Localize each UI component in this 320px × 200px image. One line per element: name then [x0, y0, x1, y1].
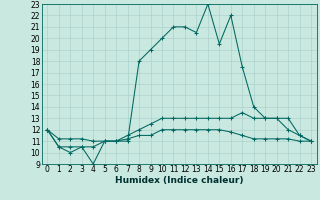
X-axis label: Humidex (Indice chaleur): Humidex (Indice chaleur) [115, 176, 244, 185]
